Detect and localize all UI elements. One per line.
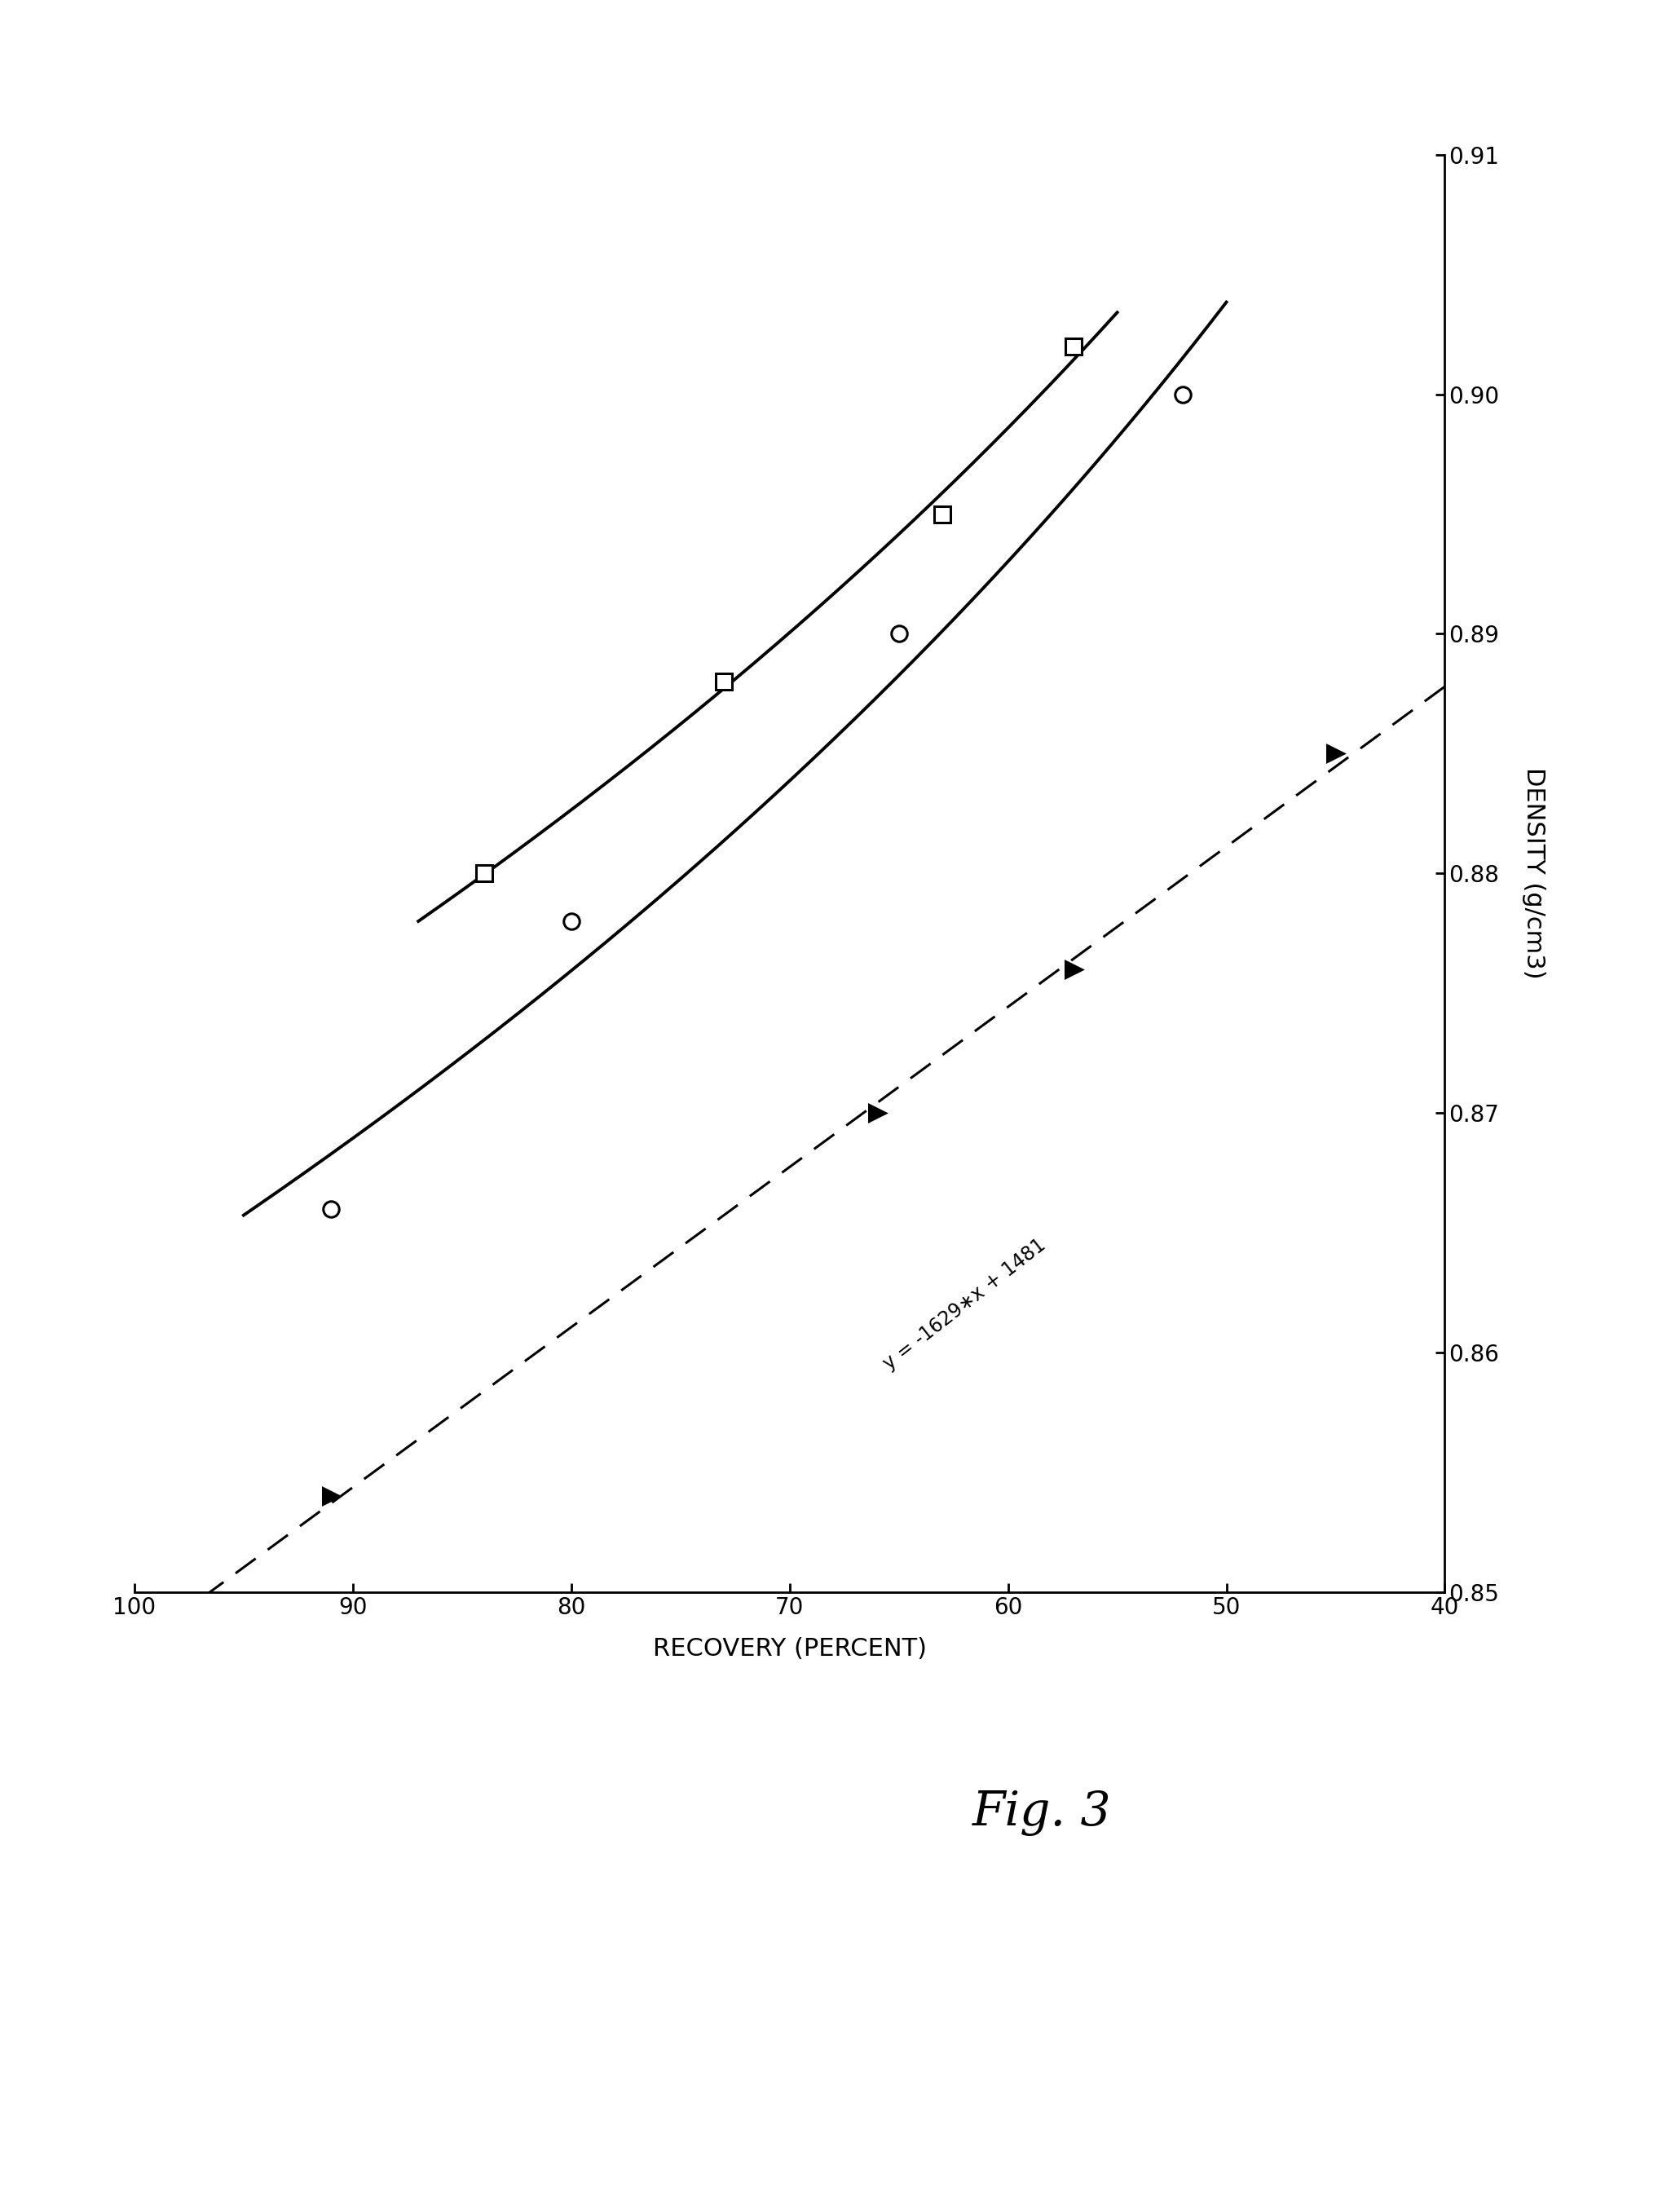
Text: Fig. 3: Fig. 3 [973, 1791, 1110, 1835]
X-axis label: RECOVERY (PERCENT): RECOVERY (PERCENT) [652, 1636, 927, 1660]
Y-axis label: DENSITY (g/cm3): DENSITY (g/cm3) [1522, 767, 1546, 979]
Text: y = -1629∗x + 1481: y = -1629∗x + 1481 [879, 1236, 1050, 1373]
